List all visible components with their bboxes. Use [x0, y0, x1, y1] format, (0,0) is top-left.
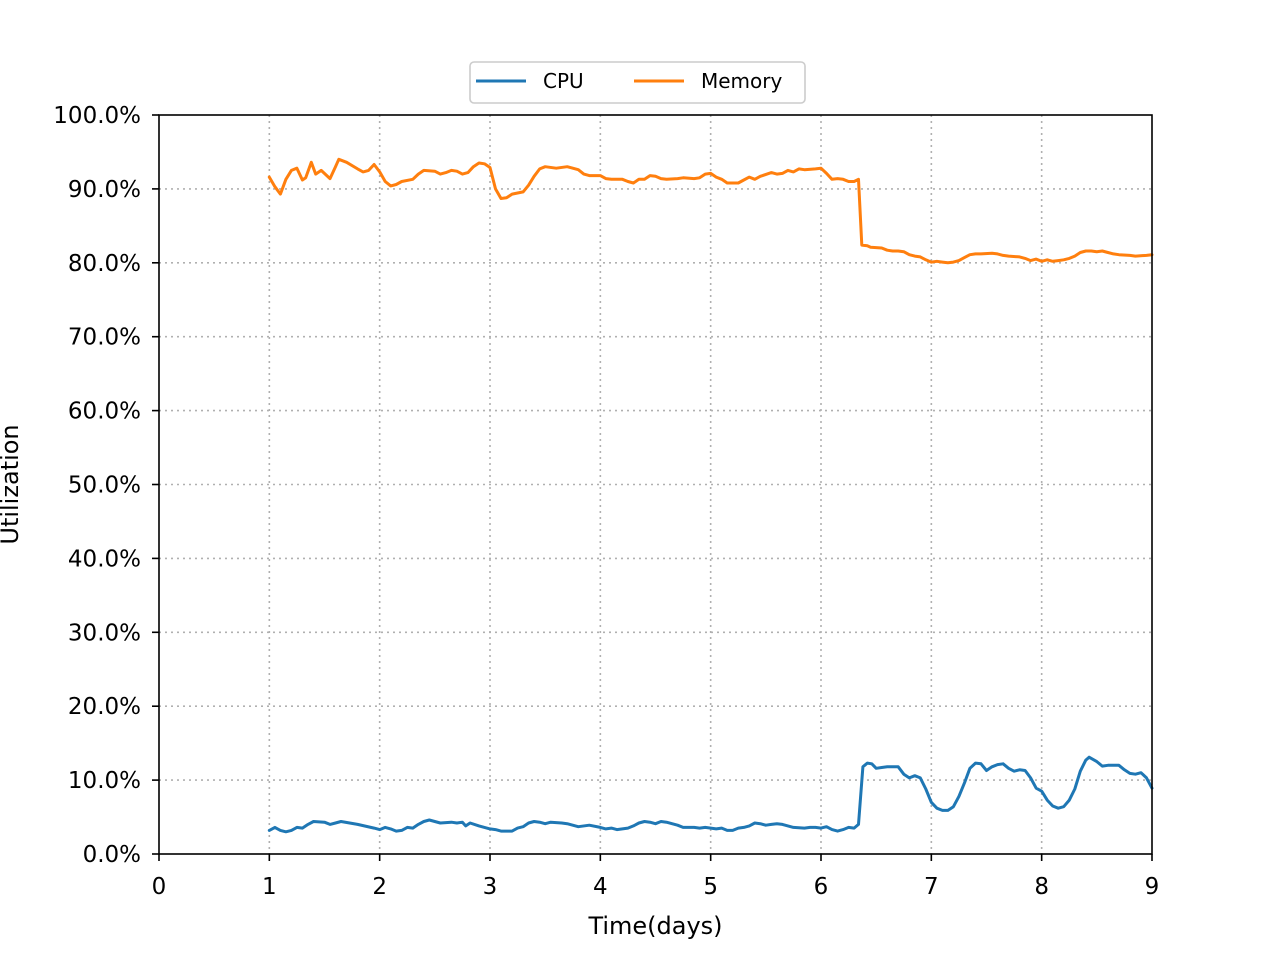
- legend-label-memory: Memory: [701, 69, 783, 93]
- y-tick-label: 70.0%: [68, 325, 141, 351]
- x-tick-label: 8: [1034, 874, 1049, 900]
- x-tick-label: 3: [483, 874, 498, 900]
- legend-label-cpu: CPU: [543, 69, 584, 93]
- x-tick-label: 1: [262, 874, 277, 900]
- y-axis-label: Utilization: [0, 424, 24, 544]
- x-tick-label: 7: [924, 874, 939, 900]
- grid: [159, 115, 1152, 854]
- x-axis: 0 1 2 3 4 5 6 7 8 9: [152, 854, 1160, 900]
- y-tick-label: 80.0%: [68, 251, 141, 277]
- series-layer: [267, 157, 1154, 834]
- x-tick-label: 2: [372, 874, 387, 900]
- series-line-cpu: [267, 755, 1154, 834]
- y-tick-label: 60.0%: [68, 399, 141, 425]
- y-tick-label: 40.0%: [68, 546, 141, 572]
- x-axis-label: Time(days): [587, 912, 722, 940]
- y-tick-label: 100.0%: [53, 103, 141, 129]
- y-tick-label: 90.0%: [68, 177, 141, 203]
- series-line-memory: [267, 157, 1154, 265]
- y-tick-label: 0.0%: [83, 842, 141, 868]
- x-tick-label: 4: [593, 874, 608, 900]
- plot-frame: [158, 114, 1153, 855]
- x-tick-label: 6: [814, 874, 829, 900]
- legend: CPU Memory: [469, 61, 806, 104]
- x-tick-label: 0: [152, 874, 167, 900]
- y-tick-label: 50.0%: [68, 473, 141, 499]
- x-tick-label: 9: [1145, 874, 1160, 900]
- y-tick-label: 30.0%: [68, 620, 141, 646]
- y-tick-label: 10.0%: [68, 768, 141, 794]
- y-tick-label: 20.0%: [68, 694, 141, 720]
- y-axis: 0.0% 10.0% 20.0% 30.0% 40.0% 50.0% 60.0% 70.0% 8…: [53, 103, 159, 868]
- x-tick-label: 5: [703, 874, 718, 900]
